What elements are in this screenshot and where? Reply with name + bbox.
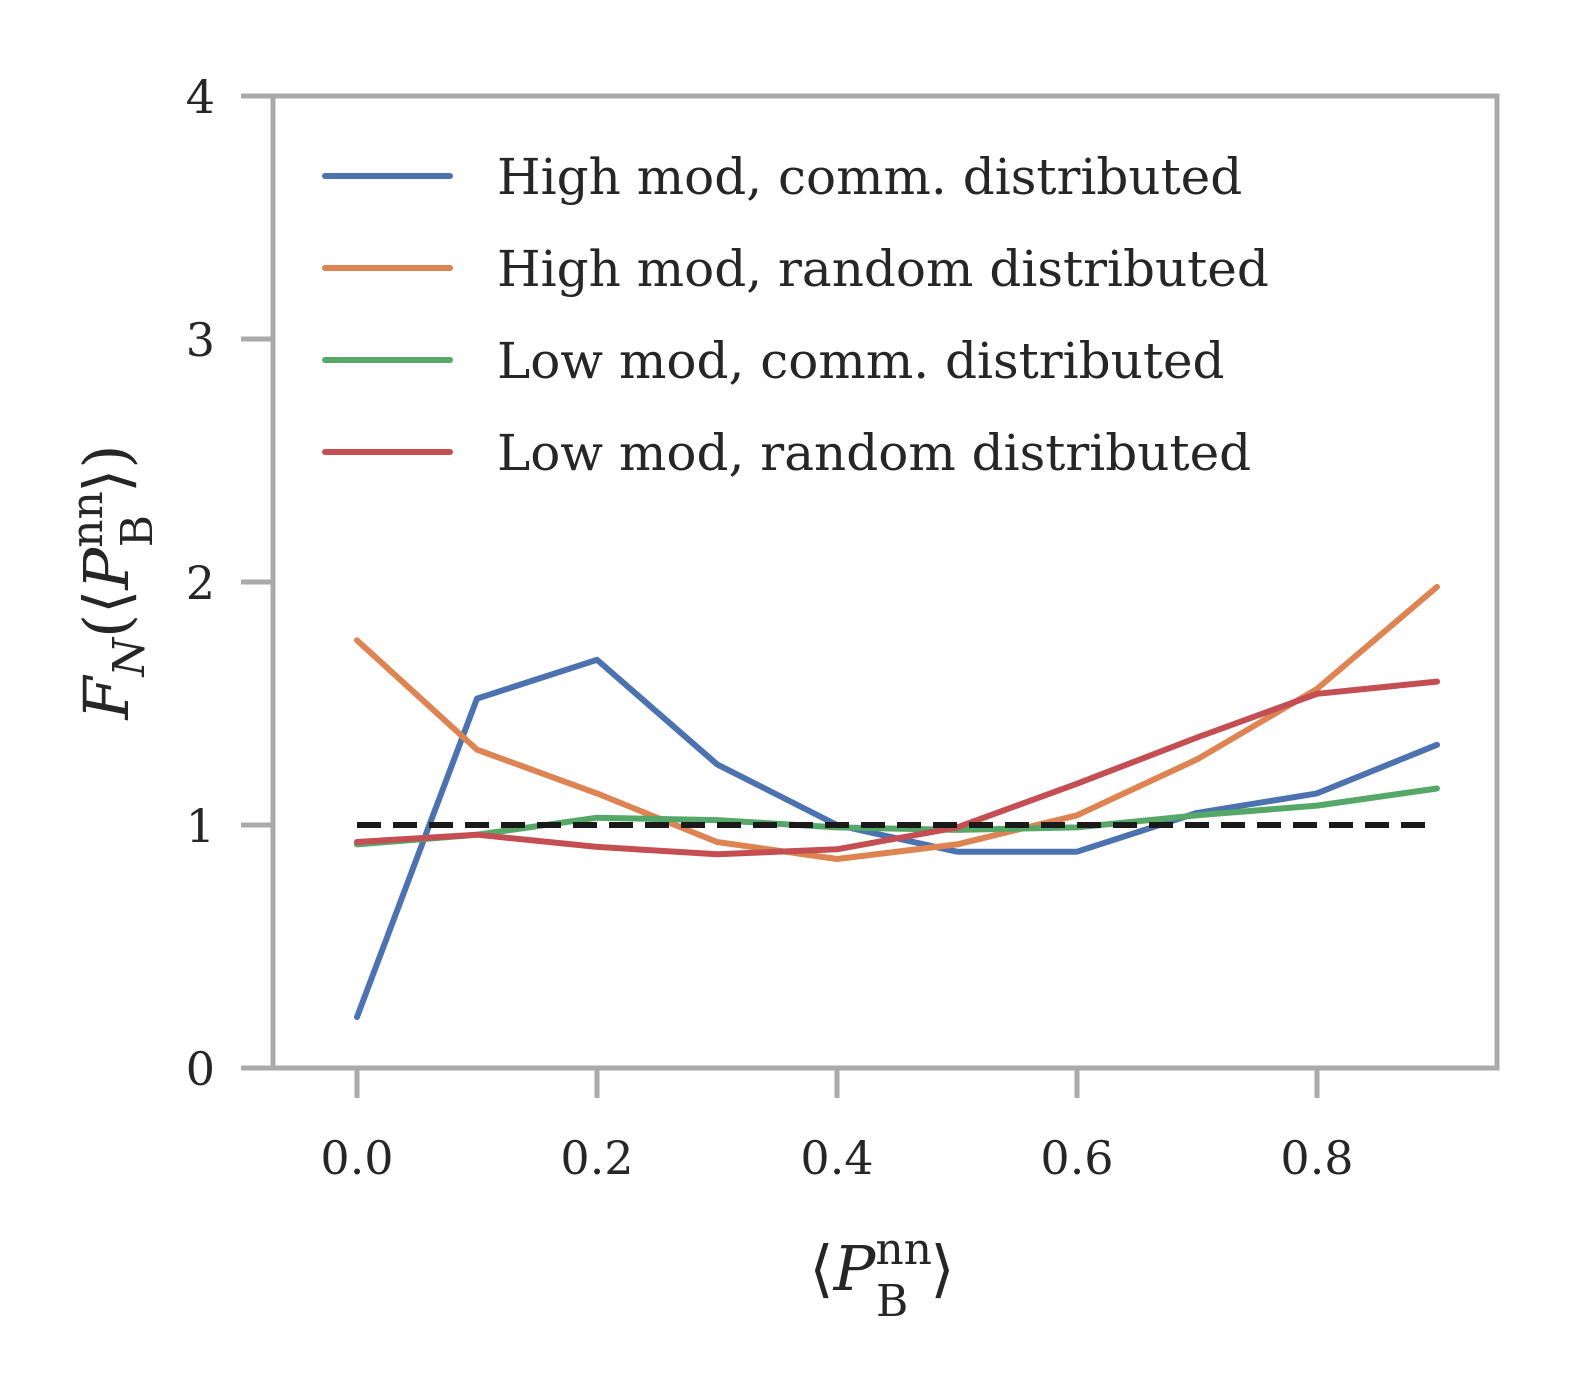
- y-tick-label: 1: [186, 799, 215, 853]
- y-tick-label: 4: [186, 70, 215, 124]
- x-tick-label: 0.0: [320, 1131, 393, 1185]
- series-line-2: [354, 583, 1440, 862]
- legend-label: High mod, random distributed: [497, 240, 1269, 298]
- x-tick-label: 0.8: [1280, 1131, 1353, 1185]
- x-axis-label: ⟨Pnn B ⟩: [809, 1224, 954, 1327]
- x-tick-label: 0.6: [1040, 1131, 1113, 1185]
- legend: High mod, comm. distributed High mod, ran…: [322, 148, 1269, 482]
- y-axis-label: FN(⟨PnnB⟩): [62, 444, 163, 720]
- series-layer: [354, 583, 1440, 1020]
- y-tick-label: 2: [186, 556, 215, 610]
- x-tick-label: 0.4: [800, 1131, 873, 1185]
- y-tick-label: 3: [186, 313, 215, 367]
- x-tick-label: 0.2: [560, 1131, 633, 1185]
- legend-label: Low mod, comm. distributed: [497, 332, 1225, 390]
- y-tick-label: 0: [186, 1042, 215, 1096]
- ticks-layer: 0.0 0.2 0.4 0.6 0.8 0 1 2 3 4: [186, 70, 1354, 1185]
- legend-label: Low mod, random distributed: [497, 424, 1251, 482]
- series-line-4: [354, 678, 1440, 858]
- legend-label: High mod, comm. distributed: [497, 148, 1242, 206]
